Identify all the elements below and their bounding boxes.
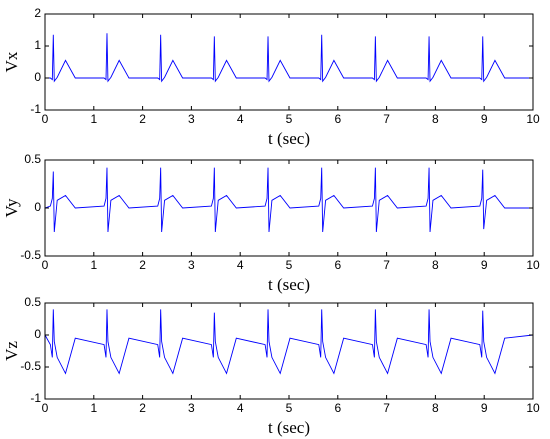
- x-tick-label: 5: [286, 258, 293, 272]
- y-tick-label: -1: [30, 391, 41, 405]
- x-tick-label: 10: [526, 112, 540, 126]
- y-tick-label: 0.5: [24, 295, 41, 309]
- x-tick-label: 10: [526, 258, 540, 272]
- y-tick-label: 0: [34, 200, 41, 214]
- x-tick-label: 6: [334, 258, 341, 272]
- x-tick-label: 0: [42, 258, 49, 272]
- x-tick-label: 7: [383, 112, 390, 126]
- x-tick-label: 3: [188, 258, 195, 272]
- x-tick-label: 7: [383, 258, 390, 272]
- x-tick-label: 1: [90, 401, 97, 415]
- x-tick-label: 4: [237, 112, 244, 126]
- x-tick-label: 1: [90, 112, 97, 126]
- x-tick-label: 2: [139, 401, 146, 415]
- y-tick-label: -0.5: [20, 248, 41, 262]
- y-tick-label: -0.5: [20, 359, 41, 373]
- x-tick-label: 9: [481, 112, 488, 126]
- x-tick-label: 10: [526, 401, 540, 415]
- x-tick-label: 5: [286, 112, 293, 126]
- plot-area: [45, 160, 533, 256]
- x-tick-label: 0: [42, 112, 49, 126]
- x-tick-label: 4: [237, 258, 244, 272]
- y-tick-label: 1: [34, 38, 41, 52]
- y-tick-label: 0: [34, 327, 41, 341]
- y-tick-label: 2: [34, 6, 41, 20]
- x-tick-label: 8: [432, 401, 439, 415]
- x-tick-label: 9: [481, 258, 488, 272]
- x-tick-label: 2: [139, 112, 146, 126]
- signal-line: [45, 33, 533, 83]
- x-axis-label: t (sec): [268, 275, 310, 294]
- signal-line: [44, 167, 533, 233]
- x-tick-label: 3: [188, 401, 195, 415]
- y-axis-label: Vz: [2, 341, 21, 361]
- x-tick-label: 6: [334, 112, 341, 126]
- x-tick-label: 0: [42, 401, 49, 415]
- x-tick-label: 6: [334, 401, 341, 415]
- x-tick-label: 3: [188, 112, 195, 126]
- y-axis-label: Vx: [2, 51, 21, 72]
- x-axis-label: t (sec): [268, 129, 310, 148]
- signal-line: [44, 309, 534, 375]
- x-tick-label: 8: [432, 112, 439, 126]
- x-tick-label: 8: [432, 258, 439, 272]
- x-tick-label: 1: [90, 258, 97, 272]
- x-tick-label: 7: [383, 401, 390, 415]
- plot-area: [45, 14, 533, 110]
- plot-area: [45, 303, 533, 399]
- x-tick-label: 4: [237, 401, 244, 415]
- y-axis-label: Vy: [2, 198, 21, 217]
- x-tick-label: 9: [481, 401, 488, 415]
- y-tick-label: -1: [30, 102, 41, 116]
- y-tick-label: 0: [34, 70, 41, 84]
- x-tick-label: 2: [139, 258, 146, 272]
- y-tick-label: 0.5: [24, 152, 41, 166]
- x-tick-label: 5: [286, 401, 293, 415]
- x-axis-label: t (sec): [268, 418, 310, 437]
